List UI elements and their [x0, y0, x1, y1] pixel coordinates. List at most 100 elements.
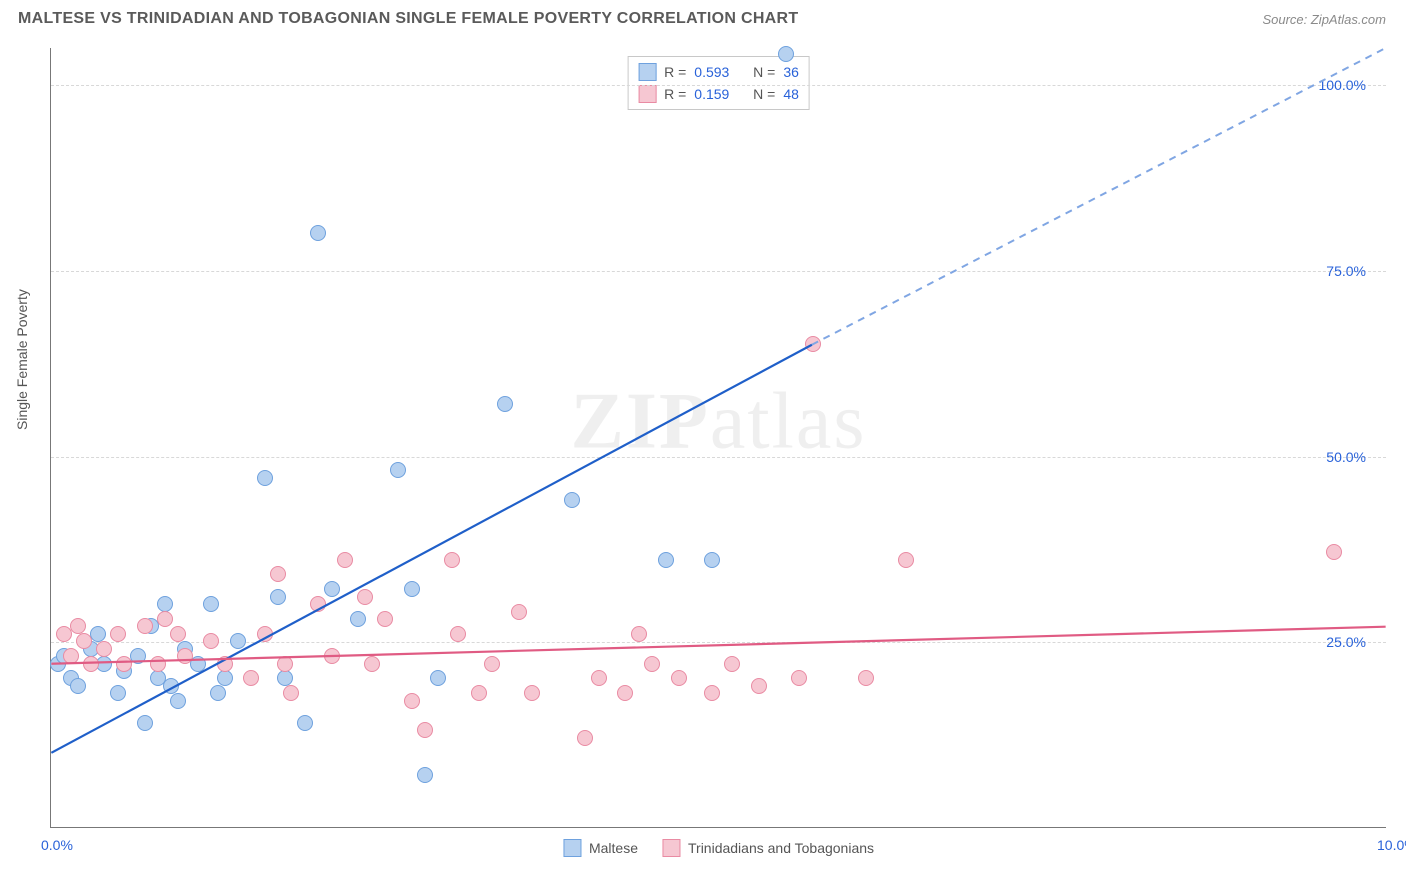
data-point — [417, 722, 433, 738]
legend-label: Trinidadians and Tobagonians — [688, 840, 874, 856]
data-point — [110, 626, 126, 642]
data-point — [324, 581, 340, 597]
legend-label: Maltese — [589, 840, 638, 856]
source-attribution: Source: ZipAtlas.com — [1262, 12, 1386, 27]
data-point — [96, 641, 112, 657]
stat-r-value: 0.593 — [694, 61, 729, 83]
watermark: ZIPatlas — [571, 376, 867, 467]
data-point — [524, 685, 540, 701]
x-tick-label: 0.0% — [41, 837, 73, 853]
data-point — [444, 552, 460, 568]
data-point — [450, 626, 466, 642]
data-point — [404, 693, 420, 709]
stat-r-value: 0.159 — [694, 83, 729, 105]
data-point — [177, 648, 193, 664]
data-point — [324, 648, 340, 664]
data-point — [471, 685, 487, 701]
data-point — [203, 633, 219, 649]
data-point — [277, 656, 293, 672]
legend-swatch — [638, 85, 656, 103]
data-point — [210, 685, 226, 701]
data-point — [704, 685, 720, 701]
data-point — [644, 656, 660, 672]
data-point — [357, 589, 373, 605]
correlation-legend: R = 0.593 N = 36 R = 0.159 N = 48 — [627, 56, 810, 110]
data-point — [150, 656, 166, 672]
data-point — [617, 685, 633, 701]
data-point — [270, 566, 286, 582]
data-point — [217, 670, 233, 686]
stat-n-value: 48 — [783, 83, 799, 105]
scatter-chart: ZIPatlas R = 0.593 N = 36 R = 0.159 N = … — [50, 48, 1386, 828]
data-point — [170, 693, 186, 709]
data-point — [310, 596, 326, 612]
data-point — [724, 656, 740, 672]
data-point — [157, 611, 173, 627]
gridline — [51, 457, 1386, 458]
legend-swatch — [563, 839, 581, 857]
data-point — [858, 670, 874, 686]
data-point — [417, 767, 433, 783]
data-point — [390, 462, 406, 478]
stat-n-value: 36 — [783, 61, 799, 83]
data-point — [778, 46, 794, 62]
data-point — [283, 685, 299, 701]
data-point — [230, 633, 246, 649]
data-point — [310, 225, 326, 241]
data-point — [157, 596, 173, 612]
legend-swatch — [638, 63, 656, 81]
data-point — [163, 678, 179, 694]
data-point — [564, 492, 580, 508]
data-point — [337, 552, 353, 568]
stat-n-label: N = — [753, 61, 775, 83]
data-point — [297, 715, 313, 731]
data-point — [116, 656, 132, 672]
data-point — [110, 685, 126, 701]
legend-swatch — [662, 839, 680, 857]
data-point — [70, 678, 86, 694]
data-point — [170, 626, 186, 642]
data-point — [377, 611, 393, 627]
data-point — [430, 670, 446, 686]
data-point — [270, 589, 286, 605]
data-point — [76, 633, 92, 649]
legend-item: Trinidadians and Tobagonians — [662, 839, 874, 857]
y-tick-label: 25.0% — [1326, 634, 1366, 650]
data-point — [277, 670, 293, 686]
data-point — [137, 715, 153, 731]
gridline — [51, 85, 1386, 86]
data-point — [805, 336, 821, 352]
data-point — [350, 611, 366, 627]
data-point — [1326, 544, 1342, 560]
stat-r-label: R = — [664, 61, 686, 83]
data-point — [63, 648, 79, 664]
y-tick-label: 50.0% — [1326, 449, 1366, 465]
data-point — [484, 656, 500, 672]
y-tick-label: 75.0% — [1326, 263, 1366, 279]
data-point — [217, 656, 233, 672]
data-point — [791, 670, 807, 686]
data-point — [83, 656, 99, 672]
y-axis-label: Single Female Poverty — [14, 289, 30, 430]
data-point — [671, 670, 687, 686]
series-legend: Maltese Trinidadians and Tobagonians — [563, 839, 874, 857]
data-point — [898, 552, 914, 568]
data-point — [751, 678, 767, 694]
gridline — [51, 642, 1386, 643]
data-point — [704, 552, 720, 568]
gridline — [51, 271, 1386, 272]
data-point — [511, 604, 527, 620]
data-point — [591, 670, 607, 686]
data-point — [257, 626, 273, 642]
data-point — [404, 581, 420, 597]
data-point — [70, 618, 86, 634]
stat-r-label: R = — [664, 83, 686, 105]
data-point — [497, 396, 513, 412]
legend-item: Maltese — [563, 839, 638, 857]
chart-title: MALTESE VS TRINIDADIAN AND TOBAGONIAN SI… — [18, 10, 798, 28]
stat-n-label: N = — [753, 83, 775, 105]
data-point — [577, 730, 593, 746]
data-point — [658, 552, 674, 568]
data-point — [631, 626, 647, 642]
data-point — [257, 470, 273, 486]
